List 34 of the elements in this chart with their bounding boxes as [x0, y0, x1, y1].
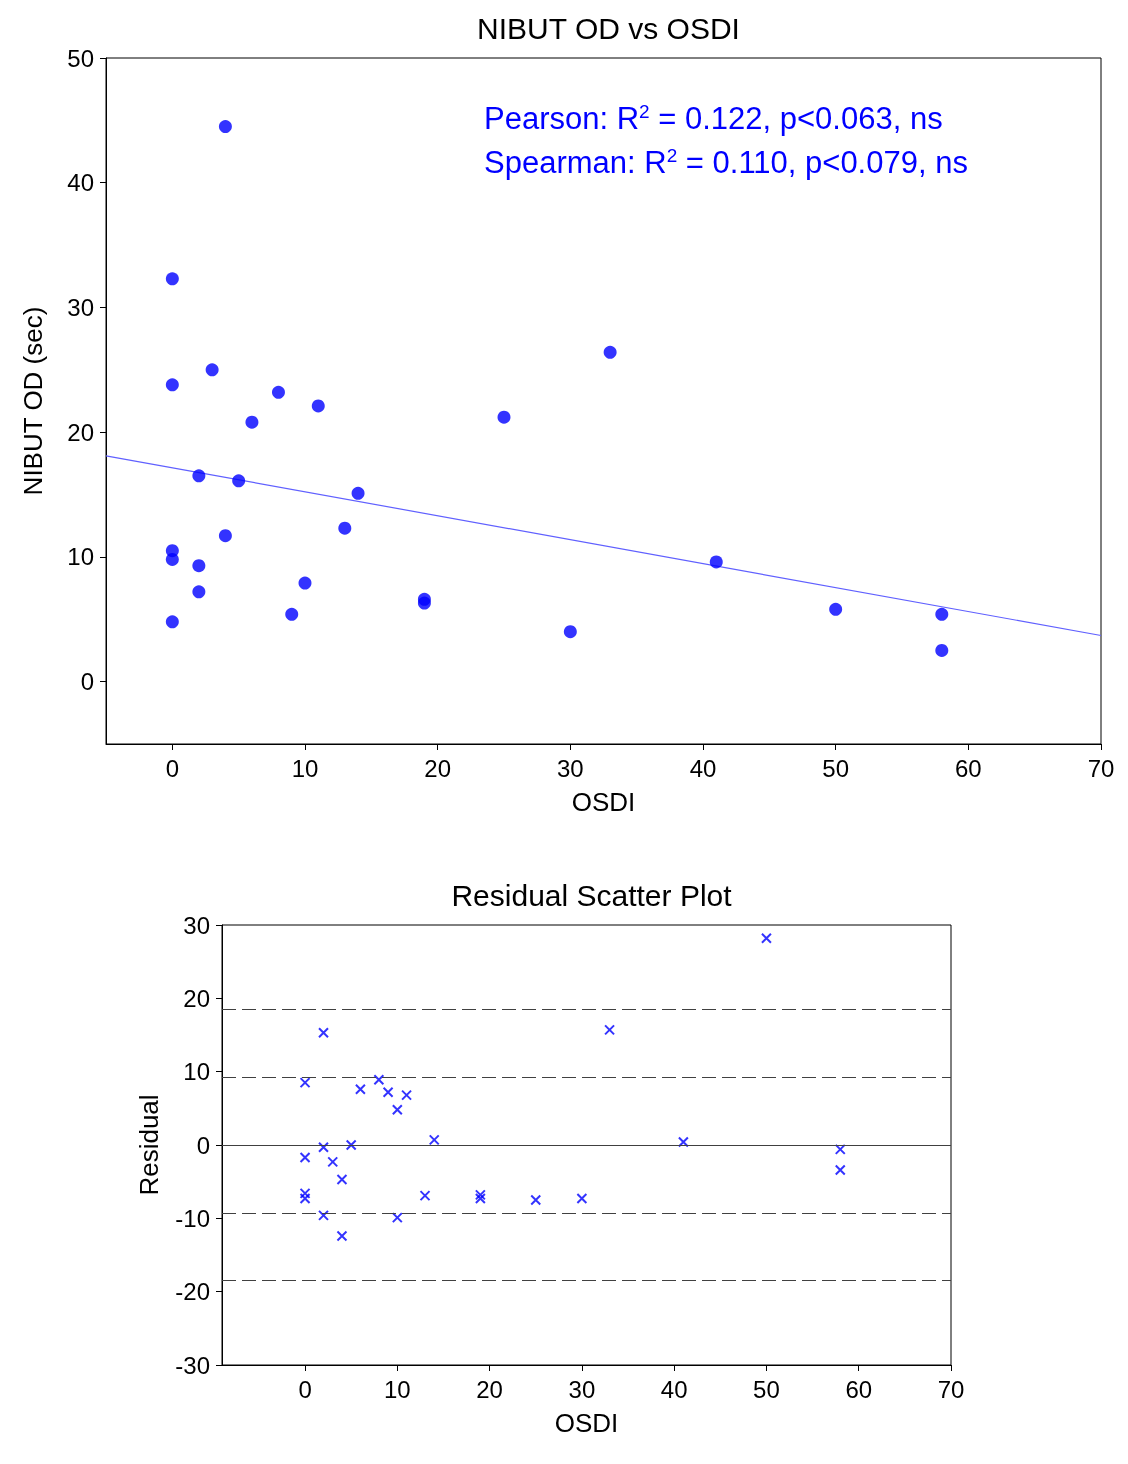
y-tick-label: 20 [67, 418, 94, 446]
x-tick-label: 0 [298, 1375, 312, 1403]
x-tick-label: 10 [383, 1375, 411, 1403]
y-tick-label: 30 [183, 911, 210, 939]
x-tick-label: 40 [689, 754, 717, 782]
y-tick-label: -10 [175, 1204, 210, 1232]
x-tick-label: 10 [291, 754, 319, 782]
y-tick-label: 50 [67, 44, 94, 72]
x-tick-label: 50 [822, 754, 850, 782]
y-tick-label: 10 [183, 1058, 210, 1086]
x-tick-label: 30 [556, 754, 584, 782]
y-tick-label: 20 [183, 984, 210, 1012]
x-tick-label: 40 [660, 1375, 688, 1403]
x-axis-title: OSDI [554, 1408, 619, 1438]
y-axis-title: Residual [134, 1094, 164, 1196]
y-tick-label: 0 [196, 1131, 210, 1159]
y-tick-label: 0 [80, 668, 94, 696]
x-tick-label: 20 [424, 754, 452, 782]
x-axis-title: OSDI [571, 787, 636, 817]
x-tick-label: 30 [568, 1375, 596, 1403]
y-tick-label: -20 [175, 1278, 210, 1306]
x-tick-label: 60 [845, 1375, 873, 1403]
y-tick-label: 30 [67, 293, 94, 321]
y-tick-label: 10 [67, 543, 94, 571]
x-tick-label: 20 [476, 1375, 503, 1403]
x-tick-label: 60 [954, 754, 982, 782]
y-axis-title: NIBUT OD (sec) [18, 306, 48, 496]
x-tick-label: 70 [1087, 754, 1115, 782]
chart-title: Residual Scatter Plot [451, 878, 733, 912]
y-tick-label: 40 [67, 169, 94, 197]
x-tick-label: 50 [753, 1375, 780, 1403]
chart-title: NIBUT OD vs OSDI [477, 11, 740, 45]
y-tick-label: -30 [175, 1351, 210, 1379]
x-tick-label: 70 [937, 1375, 965, 1403]
